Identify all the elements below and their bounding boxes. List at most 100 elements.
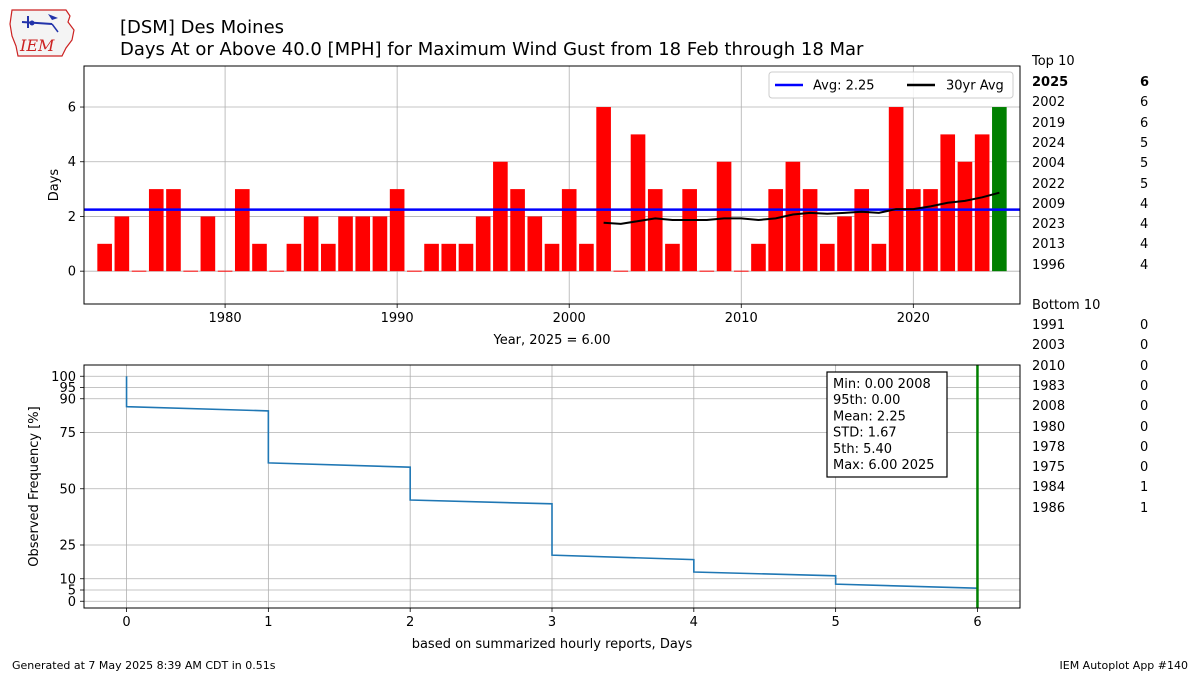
y-tick-label: 0 (68, 265, 76, 280)
legend-box (768, 71, 1014, 99)
bar-1978 (183, 270, 198, 272)
x-tick-label: 4 (690, 615, 698, 630)
bottom10-value: 0 (1140, 318, 1149, 333)
bar-1984 (286, 243, 302, 272)
top10-year: 2019 (1032, 115, 1066, 131)
bar-1983 (269, 270, 285, 272)
top10-year: 2023 (1032, 217, 1066, 233)
bar-1974 (114, 216, 130, 272)
top10-value: 4 (1140, 217, 1149, 233)
x-axis-label: Year, 2025 = 6.00 (493, 333, 611, 348)
x-axis-label: based on summarized hourly reports, Days (412, 637, 693, 652)
y-tick-label: 2 (68, 210, 76, 225)
y-axis-label: Observed Frequency [%] (27, 406, 42, 566)
bar-1985 (303, 216, 319, 272)
bar-2025 (992, 107, 1007, 272)
bar-2000 (561, 189, 577, 272)
bar-1977 (166, 189, 181, 272)
y-tick-label: 5 (68, 584, 76, 599)
x-tick-label: 2 (406, 615, 414, 630)
bar-1979 (200, 216, 216, 272)
top10-value: 6 (1140, 75, 1150, 90)
top10-value: 4 (1140, 196, 1149, 212)
stats-line: 5th: 5.40 (833, 442, 892, 457)
bar-2005 (647, 189, 663, 272)
top10-value: 5 (1140, 135, 1149, 151)
top10-value: 4 (1140, 257, 1149, 273)
x-tick-label: 2010 (725, 311, 758, 326)
bar-2012 (768, 189, 783, 272)
stats-line: Max: 6.00 2025 (833, 458, 935, 473)
bar-1975 (131, 270, 147, 272)
top10-year: 2025 (1032, 75, 1069, 90)
bar-2014 (802, 189, 818, 272)
bar-1995 (475, 216, 491, 272)
y-tick-label: 10 (59, 572, 76, 587)
bar-2020 (906, 189, 921, 272)
bottom10-year: 1975 (1032, 460, 1066, 476)
bar-2024 (974, 134, 990, 272)
legend-avg-label: Avg: 2.25 (813, 79, 875, 94)
bottom10-year: 1983 (1032, 378, 1066, 394)
bar-1991 (407, 270, 422, 272)
bottom10-year: 2003 (1032, 338, 1066, 354)
bar-2007 (682, 189, 697, 272)
bottom10-year: 2008 (1032, 399, 1066, 415)
bottom10-heading: Bottom 10 (1032, 298, 1101, 313)
bar-1989 (372, 216, 388, 272)
x-tick-label: 5 (831, 615, 839, 630)
bar-1982 (252, 243, 267, 272)
top10-value: 4 (1140, 237, 1149, 253)
chart-title-station: [DSM] Des Moines (120, 17, 285, 38)
bar-2010 (733, 270, 749, 272)
top10-value: 5 (1140, 156, 1149, 172)
bottom10-year: 1991 (1032, 318, 1066, 333)
top10-year: 2009 (1032, 196, 1066, 212)
x-tick-label: 3 (548, 615, 556, 630)
bar-1988 (355, 216, 371, 272)
top10-value: 5 (1140, 176, 1149, 192)
top10-value: 6 (1140, 115, 1149, 131)
bar-1993 (441, 243, 457, 272)
bottom-plot-frame (83, 364, 1021, 609)
bar-2008 (699, 270, 715, 272)
bottom10-value: 0 (1140, 419, 1149, 435)
bottom10-value: 0 (1140, 399, 1149, 415)
y-axis-label: Days (47, 169, 62, 202)
top10-year: 2024 (1032, 135, 1066, 151)
bar-1981 (234, 189, 250, 272)
top10-year: 1996 (1032, 257, 1066, 273)
bar-2006 (665, 243, 680, 272)
y-tick-label: 95 (59, 381, 76, 396)
y-tick-label: 25 (59, 539, 76, 554)
y-tick-label: 90 (59, 392, 76, 407)
top10-heading: Top 10 (1032, 54, 1075, 69)
bar-2018 (871, 243, 887, 272)
bottom10-value: 1 (1140, 500, 1149, 516)
y-tick-label: 4 (68, 155, 76, 170)
app-footer: IEM Autoplot App #140 (1059, 659, 1189, 672)
bar-1986 (321, 243, 336, 272)
legend-rolling-label: 30yr Avg (946, 79, 1004, 94)
bottom10-value: 0 (1140, 460, 1149, 476)
stats-box-frame (826, 371, 948, 478)
bar-2015 (819, 243, 835, 272)
bottom10-year: 2010 (1032, 358, 1066, 374)
iem-logo: IEM (9, 9, 75, 57)
bar-1992 (424, 243, 439, 272)
bar-1999 (544, 243, 560, 272)
bar-2009 (716, 161, 732, 272)
top10-value: 6 (1140, 95, 1149, 111)
x-tick-label: 2000 (553, 311, 586, 326)
bar-2002 (596, 107, 611, 272)
legend: Avg: 2.25 30yr Avg (768, 71, 1014, 99)
bottom10-value: 0 (1140, 378, 1149, 394)
bar-2023 (957, 161, 973, 272)
bottom10-value: 1 (1140, 480, 1149, 496)
yearly-bar-chart: 1980 1990 2000 2010 2020 0 2 4 6 Avg: 2.25 30yr Av… (47, 65, 1021, 348)
bar-2016 (837, 216, 852, 272)
y-tick-label: 6 (68, 101, 76, 116)
